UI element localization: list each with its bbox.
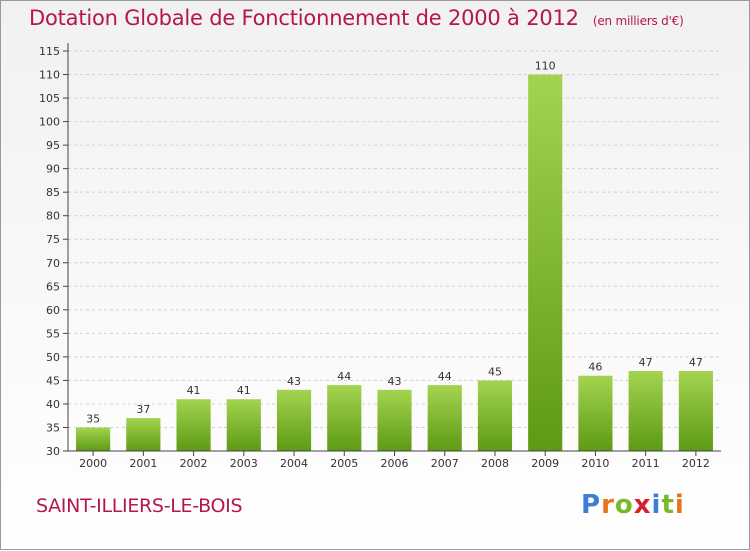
- bar-value-label: 41: [237, 384, 251, 397]
- y-tick-label: 90: [46, 163, 60, 176]
- x-tick-label: 2002: [180, 457, 208, 470]
- x-tick-label: 2000: [79, 457, 107, 470]
- title-text: Dotation Globale de Fonctionnement de 20…: [29, 6, 579, 30]
- y-tick-label: 65: [46, 280, 60, 293]
- y-tick-label: 105: [39, 92, 60, 105]
- y-tick-label: 85: [46, 186, 60, 199]
- logo-letter: P: [581, 490, 602, 520]
- x-tick-label: 2003: [230, 457, 258, 470]
- bar-value-label: 110: [535, 60, 556, 73]
- logo-letter: t: [661, 490, 675, 520]
- bar-value-label: 45: [488, 365, 502, 378]
- bar: [628, 371, 663, 451]
- bar-value-label: 43: [388, 375, 402, 388]
- x-tick-label: 2004: [280, 457, 308, 470]
- x-tick-label: 2001: [129, 457, 157, 470]
- y-tick-label: 30: [46, 445, 60, 458]
- bar-value-label: 44: [337, 370, 351, 383]
- logo-letter: x: [633, 490, 652, 520]
- y-tick-label: 70: [46, 257, 60, 270]
- bar-value-label: 43: [287, 375, 301, 388]
- bar: [226, 399, 261, 451]
- y-tick-label: 95: [46, 139, 60, 152]
- logo-letter: o: [614, 490, 634, 520]
- y-tick-label: 100: [39, 116, 60, 129]
- bar: [528, 74, 563, 451]
- y-tick-label: 80: [46, 210, 60, 223]
- logo-letter: r: [601, 490, 615, 520]
- bar: [76, 427, 111, 451]
- proxiti-logo: Proxiti: [581, 490, 685, 520]
- labels: 30 35 40 45 50 55 60 65 70 75 80 85 90 95 100 105 110 115…: [39, 45, 710, 470]
- bar-value-label: 37: [136, 403, 150, 416]
- bar-value-label: 47: [639, 356, 653, 369]
- bar: [276, 389, 312, 451]
- axes: [63, 43, 721, 456]
- y-tick-label: 50: [46, 351, 60, 364]
- x-tick-label: 2006: [381, 457, 409, 470]
- bar: [427, 385, 462, 451]
- bar: [477, 380, 513, 451]
- y-tick-label: 55: [46, 327, 60, 340]
- bar: [176, 399, 211, 451]
- x-tick-label: 2009: [531, 457, 559, 470]
- y-tick-label: 40: [46, 398, 60, 411]
- commune-name: SAINT-ILLIERS-LE-BOIS: [36, 495, 243, 517]
- x-tick-label: 2010: [581, 457, 609, 470]
- bar-value-label: 47: [689, 356, 703, 369]
- bar: [377, 389, 412, 451]
- chart-title: Dotation Globale de Fonctionnement de 20…: [29, 6, 684, 30]
- bar-value-label: 35: [86, 412, 100, 425]
- bar: [327, 385, 362, 451]
- chart-subtitle: (en milliers d'€): [592, 14, 684, 28]
- bars: [76, 74, 713, 451]
- x-tick-label: 2008: [481, 457, 509, 470]
- bar: [578, 375, 613, 451]
- y-tick-label: 110: [39, 69, 60, 82]
- logo-letter: i: [651, 490, 662, 520]
- x-tick-label: 2012: [682, 457, 710, 470]
- y-tick-label: 115: [39, 45, 60, 58]
- x-tick-label: 2007: [431, 457, 459, 470]
- logo-letter: i: [674, 490, 685, 520]
- bar: [126, 418, 161, 451]
- x-tick-label: 2011: [632, 457, 660, 470]
- x-tick-label: 2005: [330, 457, 358, 470]
- y-tick-label: 60: [46, 304, 60, 317]
- y-tick-label: 75: [46, 233, 60, 246]
- y-tick-label: 45: [46, 374, 60, 387]
- bar-value-label: 46: [588, 361, 602, 374]
- y-tick-label: 35: [46, 421, 60, 434]
- bar: [678, 371, 713, 451]
- bar-value-label: 41: [187, 384, 201, 397]
- bar-value-label: 44: [438, 370, 452, 383]
